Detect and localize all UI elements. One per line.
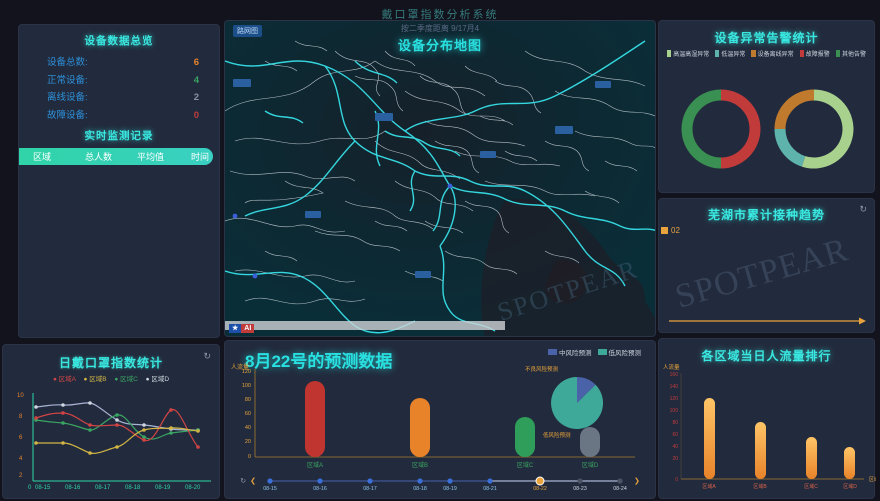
svg-text:08-16: 08-16 [65, 485, 81, 491]
svg-text:0: 0 [28, 485, 32, 491]
svg-text:08-22: 08-22 [533, 486, 547, 492]
svg-text:08-19: 08-19 [443, 486, 457, 492]
svg-text:08-24: 08-24 [613, 486, 627, 492]
svg-text:140: 140 [670, 384, 679, 390]
svg-text:区域C: 区域C [804, 483, 818, 490]
svg-text:08-17: 08-17 [363, 486, 377, 492]
svg-text:区域D: 区域D [843, 483, 857, 490]
svg-text:低风险预测: 低风险预测 [543, 431, 571, 439]
svg-text:08-21: 08-21 [483, 486, 497, 492]
svg-text:区域C: 区域C [517, 461, 534, 469]
svg-text:8: 8 [19, 414, 23, 420]
svg-text:区域B: 区域B [753, 483, 767, 490]
svg-text:4: 4 [19, 456, 23, 462]
svg-text:08-16: 08-16 [313, 486, 327, 492]
svg-text:区域A: 区域A [307, 461, 323, 469]
svg-text:20: 20 [672, 456, 678, 462]
svg-text:60: 60 [672, 432, 678, 438]
svg-text:100: 100 [242, 383, 251, 389]
svg-text:160: 160 [670, 372, 679, 378]
svg-text:不良风险预测: 不良风险预测 [525, 365, 559, 373]
svg-text:2: 2 [19, 473, 23, 479]
svg-text:120: 120 [242, 369, 251, 375]
svg-text:08-17: 08-17 [95, 485, 111, 491]
svg-text:10: 10 [17, 393, 24, 399]
svg-text:80: 80 [672, 420, 678, 426]
svg-text:0: 0 [248, 454, 251, 460]
svg-text:08-19: 08-19 [155, 485, 171, 491]
svg-text:20: 20 [245, 439, 251, 445]
svg-text:60: 60 [245, 411, 251, 417]
svg-text:人流量: 人流量 [663, 363, 680, 371]
svg-text:40: 40 [672, 444, 678, 450]
svg-text:80: 80 [245, 397, 251, 403]
svg-text:0: 0 [675, 477, 678, 483]
svg-text:08-23: 08-23 [573, 486, 587, 492]
svg-text:08-20: 08-20 [185, 485, 201, 491]
svg-text:区域A: 区域A [702, 483, 716, 490]
svg-text:08-18: 08-18 [125, 485, 141, 491]
svg-text:区域B: 区域B [412, 461, 428, 469]
svg-text:区域: 区域 [869, 476, 876, 483]
svg-text:08-15: 08-15 [263, 486, 277, 492]
svg-text:08-15: 08-15 [35, 485, 51, 491]
svg-text:区域D: 区域D [582, 461, 599, 469]
svg-text:6: 6 [19, 435, 23, 441]
svg-text:100: 100 [670, 408, 679, 414]
svg-text:40: 40 [245, 425, 251, 431]
svg-text:120: 120 [670, 396, 679, 402]
svg-text:08-18: 08-18 [413, 486, 427, 492]
